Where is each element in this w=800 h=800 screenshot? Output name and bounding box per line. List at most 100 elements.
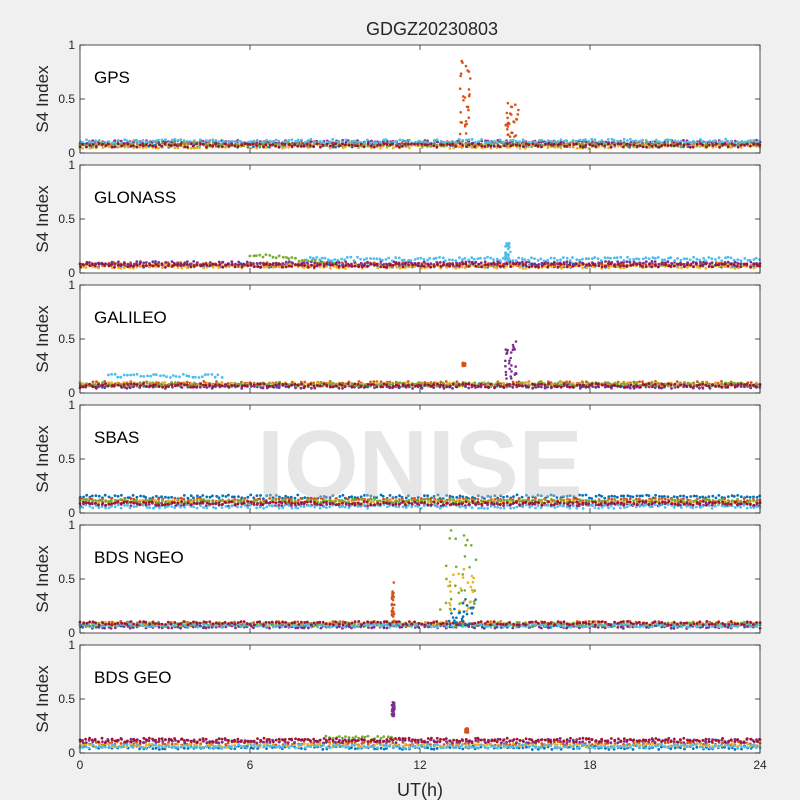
data-point [685, 257, 689, 261]
data-point [135, 260, 139, 263]
data-point [597, 143, 601, 146]
data-point [524, 263, 528, 267]
data-point [708, 139, 711, 143]
data-point [729, 145, 733, 149]
data-point [274, 138, 278, 142]
data-point [483, 257, 487, 260]
data-point [403, 142, 407, 146]
data-point [513, 120, 516, 124]
data-point [683, 265, 686, 268]
data-point [704, 383, 707, 387]
data-point [626, 494, 630, 498]
data-point [464, 120, 468, 123]
data-point [382, 265, 386, 269]
data-point [186, 496, 190, 500]
data-point [192, 141, 196, 145]
data-point [189, 385, 193, 389]
data-point [309, 137, 313, 141]
data-point [242, 262, 246, 266]
data-point [487, 143, 490, 147]
data-point [556, 382, 560, 385]
data-point [236, 145, 240, 148]
data-point [749, 265, 752, 269]
data-point [413, 384, 417, 388]
data-point [714, 496, 718, 500]
data-point [514, 371, 517, 375]
data-point [148, 263, 152, 267]
data-point [182, 372, 185, 376]
data-point [318, 258, 322, 261]
data-point [505, 351, 509, 354]
data-point [644, 138, 648, 142]
data-point [401, 138, 405, 142]
data-point [186, 140, 190, 143]
data-point [290, 256, 294, 259]
data-point [341, 386, 344, 390]
data-point [356, 382, 360, 386]
data-point [707, 265, 711, 268]
data-point [641, 138, 644, 142]
data-point [758, 264, 761, 268]
data-point [518, 140, 522, 144]
data-point [176, 383, 180, 387]
data-point [641, 265, 644, 268]
data-point [302, 144, 306, 148]
data-point [470, 137, 474, 141]
data-point [458, 87, 462, 90]
data-point [417, 264, 420, 268]
data-point [135, 141, 139, 145]
data-point [607, 146, 610, 150]
data-point [613, 143, 617, 147]
data-point [493, 383, 497, 387]
data-point [701, 143, 704, 147]
data-point [248, 143, 252, 146]
data-point [483, 266, 487, 270]
data-point [90, 262, 94, 266]
data-point [227, 144, 231, 148]
data-point [85, 138, 88, 142]
data-point [233, 495, 236, 499]
data-point [205, 495, 209, 499]
data-point [316, 383, 319, 387]
data-point [457, 137, 461, 141]
data-point [527, 385, 530, 389]
data-point [103, 493, 107, 497]
data-point [287, 264, 291, 268]
data-point [651, 140, 654, 144]
data-point [182, 497, 186, 501]
data-point [397, 262, 401, 266]
data-point [549, 256, 553, 260]
data-point [113, 262, 116, 266]
data-point [413, 142, 416, 146]
data-point [670, 262, 673, 265]
data-point [632, 385, 636, 388]
data-point [221, 139, 225, 143]
data-point [653, 260, 657, 263]
data-point [104, 382, 107, 385]
data-point [676, 262, 680, 266]
data-point [388, 385, 391, 389]
data-point [498, 138, 502, 142]
data-point [261, 255, 265, 259]
data-point [131, 144, 135, 148]
data-point [647, 257, 651, 261]
data-point [249, 382, 253, 386]
data-point [394, 140, 398, 144]
data-point [479, 383, 483, 386]
data-point [387, 256, 391, 260]
data-point [379, 146, 382, 150]
data-point [673, 382, 677, 386]
data-point [730, 142, 734, 146]
data-point [565, 145, 569, 148]
data-point [704, 140, 708, 144]
data-point [746, 139, 750, 143]
data-point [656, 265, 660, 269]
data-point [634, 139, 638, 143]
data-point [702, 256, 705, 260]
data-point [441, 143, 445, 147]
data-point [362, 258, 366, 262]
data-point [472, 257, 476, 261]
data-point [484, 141, 487, 145]
data-point [701, 140, 704, 143]
data-point [468, 93, 471, 96]
